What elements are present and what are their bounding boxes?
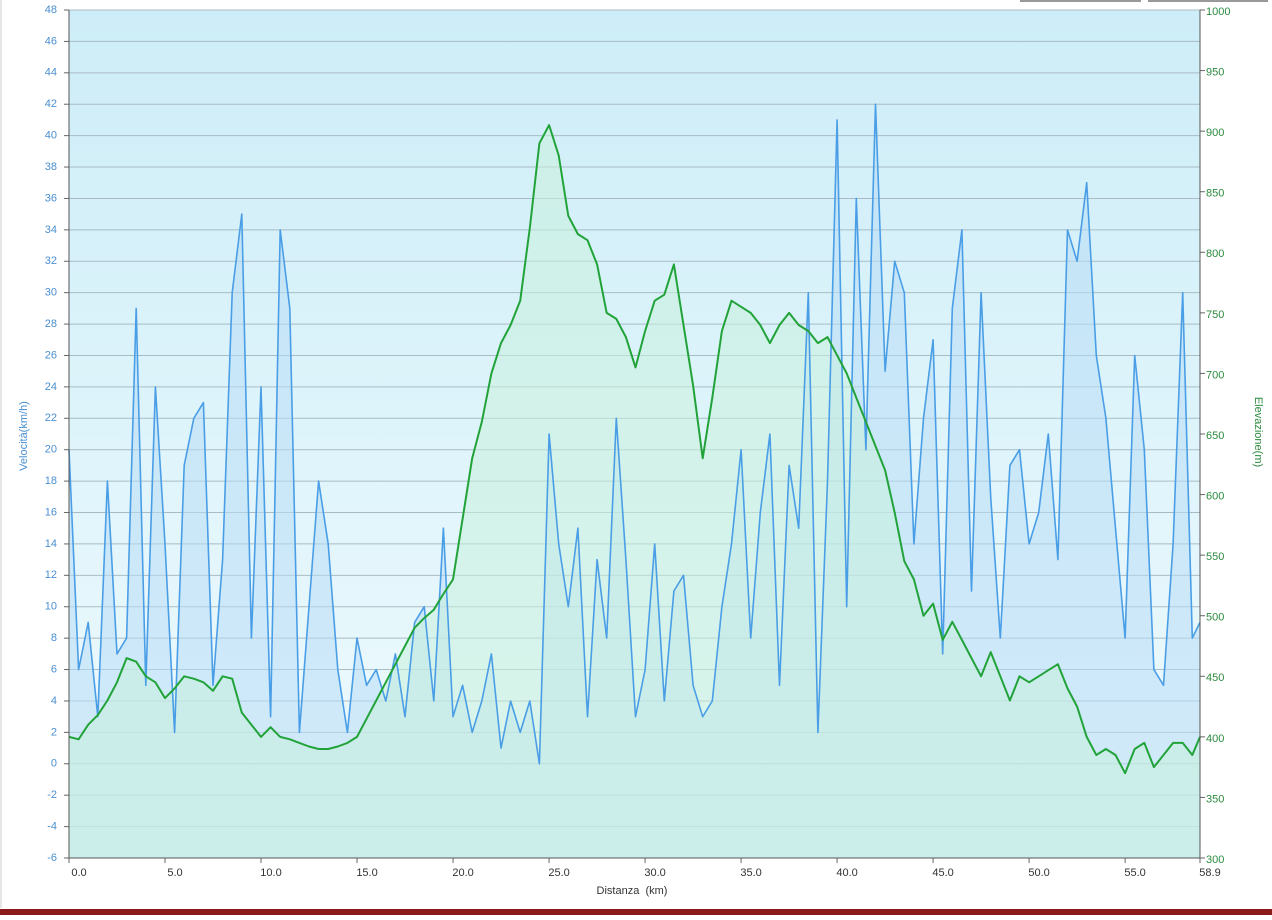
- y-tick-label: 20: [45, 444, 57, 456]
- bottom-bar: [0, 909, 1272, 915]
- x-tick-label: 40.0: [836, 867, 857, 879]
- y-tick-label: -6: [47, 852, 57, 864]
- y2-tick-label: 500: [1206, 612, 1224, 624]
- y2-tick-label: 300: [1206, 854, 1224, 866]
- y2-tick-label: 800: [1206, 248, 1224, 260]
- y-tick-label: 38: [45, 161, 57, 173]
- y-tick-label: 8: [51, 632, 57, 644]
- y2-tick-label: 900: [1206, 127, 1224, 139]
- y-tick-label: 18: [45, 475, 57, 487]
- x-tick-label: 5.0: [167, 867, 182, 879]
- y-tick-label: 30: [45, 287, 57, 299]
- x-tick-label: 20.0: [452, 867, 473, 879]
- y-tick-label: 2: [51, 726, 57, 738]
- y-tick-label: 22: [45, 412, 57, 424]
- x-tick-label: 0.0: [71, 867, 86, 879]
- y-tick-label: 14: [45, 538, 57, 550]
- y-tick-label: 26: [45, 349, 57, 361]
- y2-tick-label: 700: [1206, 369, 1224, 381]
- y2-tick-label: 450: [1206, 672, 1224, 684]
- y-tick-label: 6: [51, 663, 57, 675]
- x-tick-label: 25.0: [548, 867, 569, 879]
- y-axis-title: Velocità(km/h): [18, 401, 30, 471]
- x-tick-label: 58.9: [1199, 867, 1220, 879]
- y-tick-label: 40: [45, 130, 57, 142]
- y2-tick-label: 850: [1206, 188, 1224, 200]
- y-tick-label: 44: [45, 67, 57, 79]
- y2-tick-label: 350: [1206, 793, 1224, 805]
- x-tick-label: 35.0: [740, 867, 761, 879]
- y-tick-label: 16: [45, 506, 57, 518]
- x-tick-label: 45.0: [932, 867, 953, 879]
- x-tick-label: 30.0: [644, 867, 665, 879]
- y-tick-label: 42: [45, 98, 57, 110]
- x-tick-label: 10.0: [260, 867, 281, 879]
- y2-tick-label: 950: [1206, 66, 1224, 78]
- x-axis-title: Distanza (km): [597, 885, 668, 897]
- y-tick-label: 48: [45, 4, 57, 16]
- y2-tick-label: 750: [1206, 309, 1224, 321]
- y2-tick-label: 400: [1206, 733, 1224, 745]
- y-tick-label: 32: [45, 255, 57, 267]
- y-tick-label: 10: [45, 601, 57, 613]
- y-tick-label: -4: [47, 820, 57, 832]
- y2-tick-label: 650: [1206, 430, 1224, 442]
- area-fill: [69, 125, 1200, 859]
- y2-axis-title: Elevazione(m): [1252, 397, 1264, 467]
- y-tick-label: 0: [51, 758, 57, 770]
- y-tick-label: -2: [47, 789, 57, 801]
- y2-tick-label: 1000: [1206, 6, 1230, 18]
- x-tick-label: 15.0: [356, 867, 377, 879]
- series-line: [68, 124, 1201, 775]
- y-tick-label: 36: [45, 192, 57, 204]
- x-tick-label: 50.0: [1028, 867, 1049, 879]
- y-tick-label: 34: [45, 224, 57, 236]
- y2-tick-label: 600: [1206, 490, 1224, 502]
- y-tick-label: 12: [45, 569, 57, 581]
- x-tick-label: 55.0: [1124, 867, 1145, 879]
- y-tick-label: 46: [45, 35, 57, 47]
- y2-tick-label: 550: [1206, 551, 1224, 563]
- series-line: [68, 103, 1201, 765]
- y-tick-label: 24: [45, 381, 57, 393]
- y-tick-label: 4: [51, 695, 57, 707]
- y-tick-label: 28: [45, 318, 57, 330]
